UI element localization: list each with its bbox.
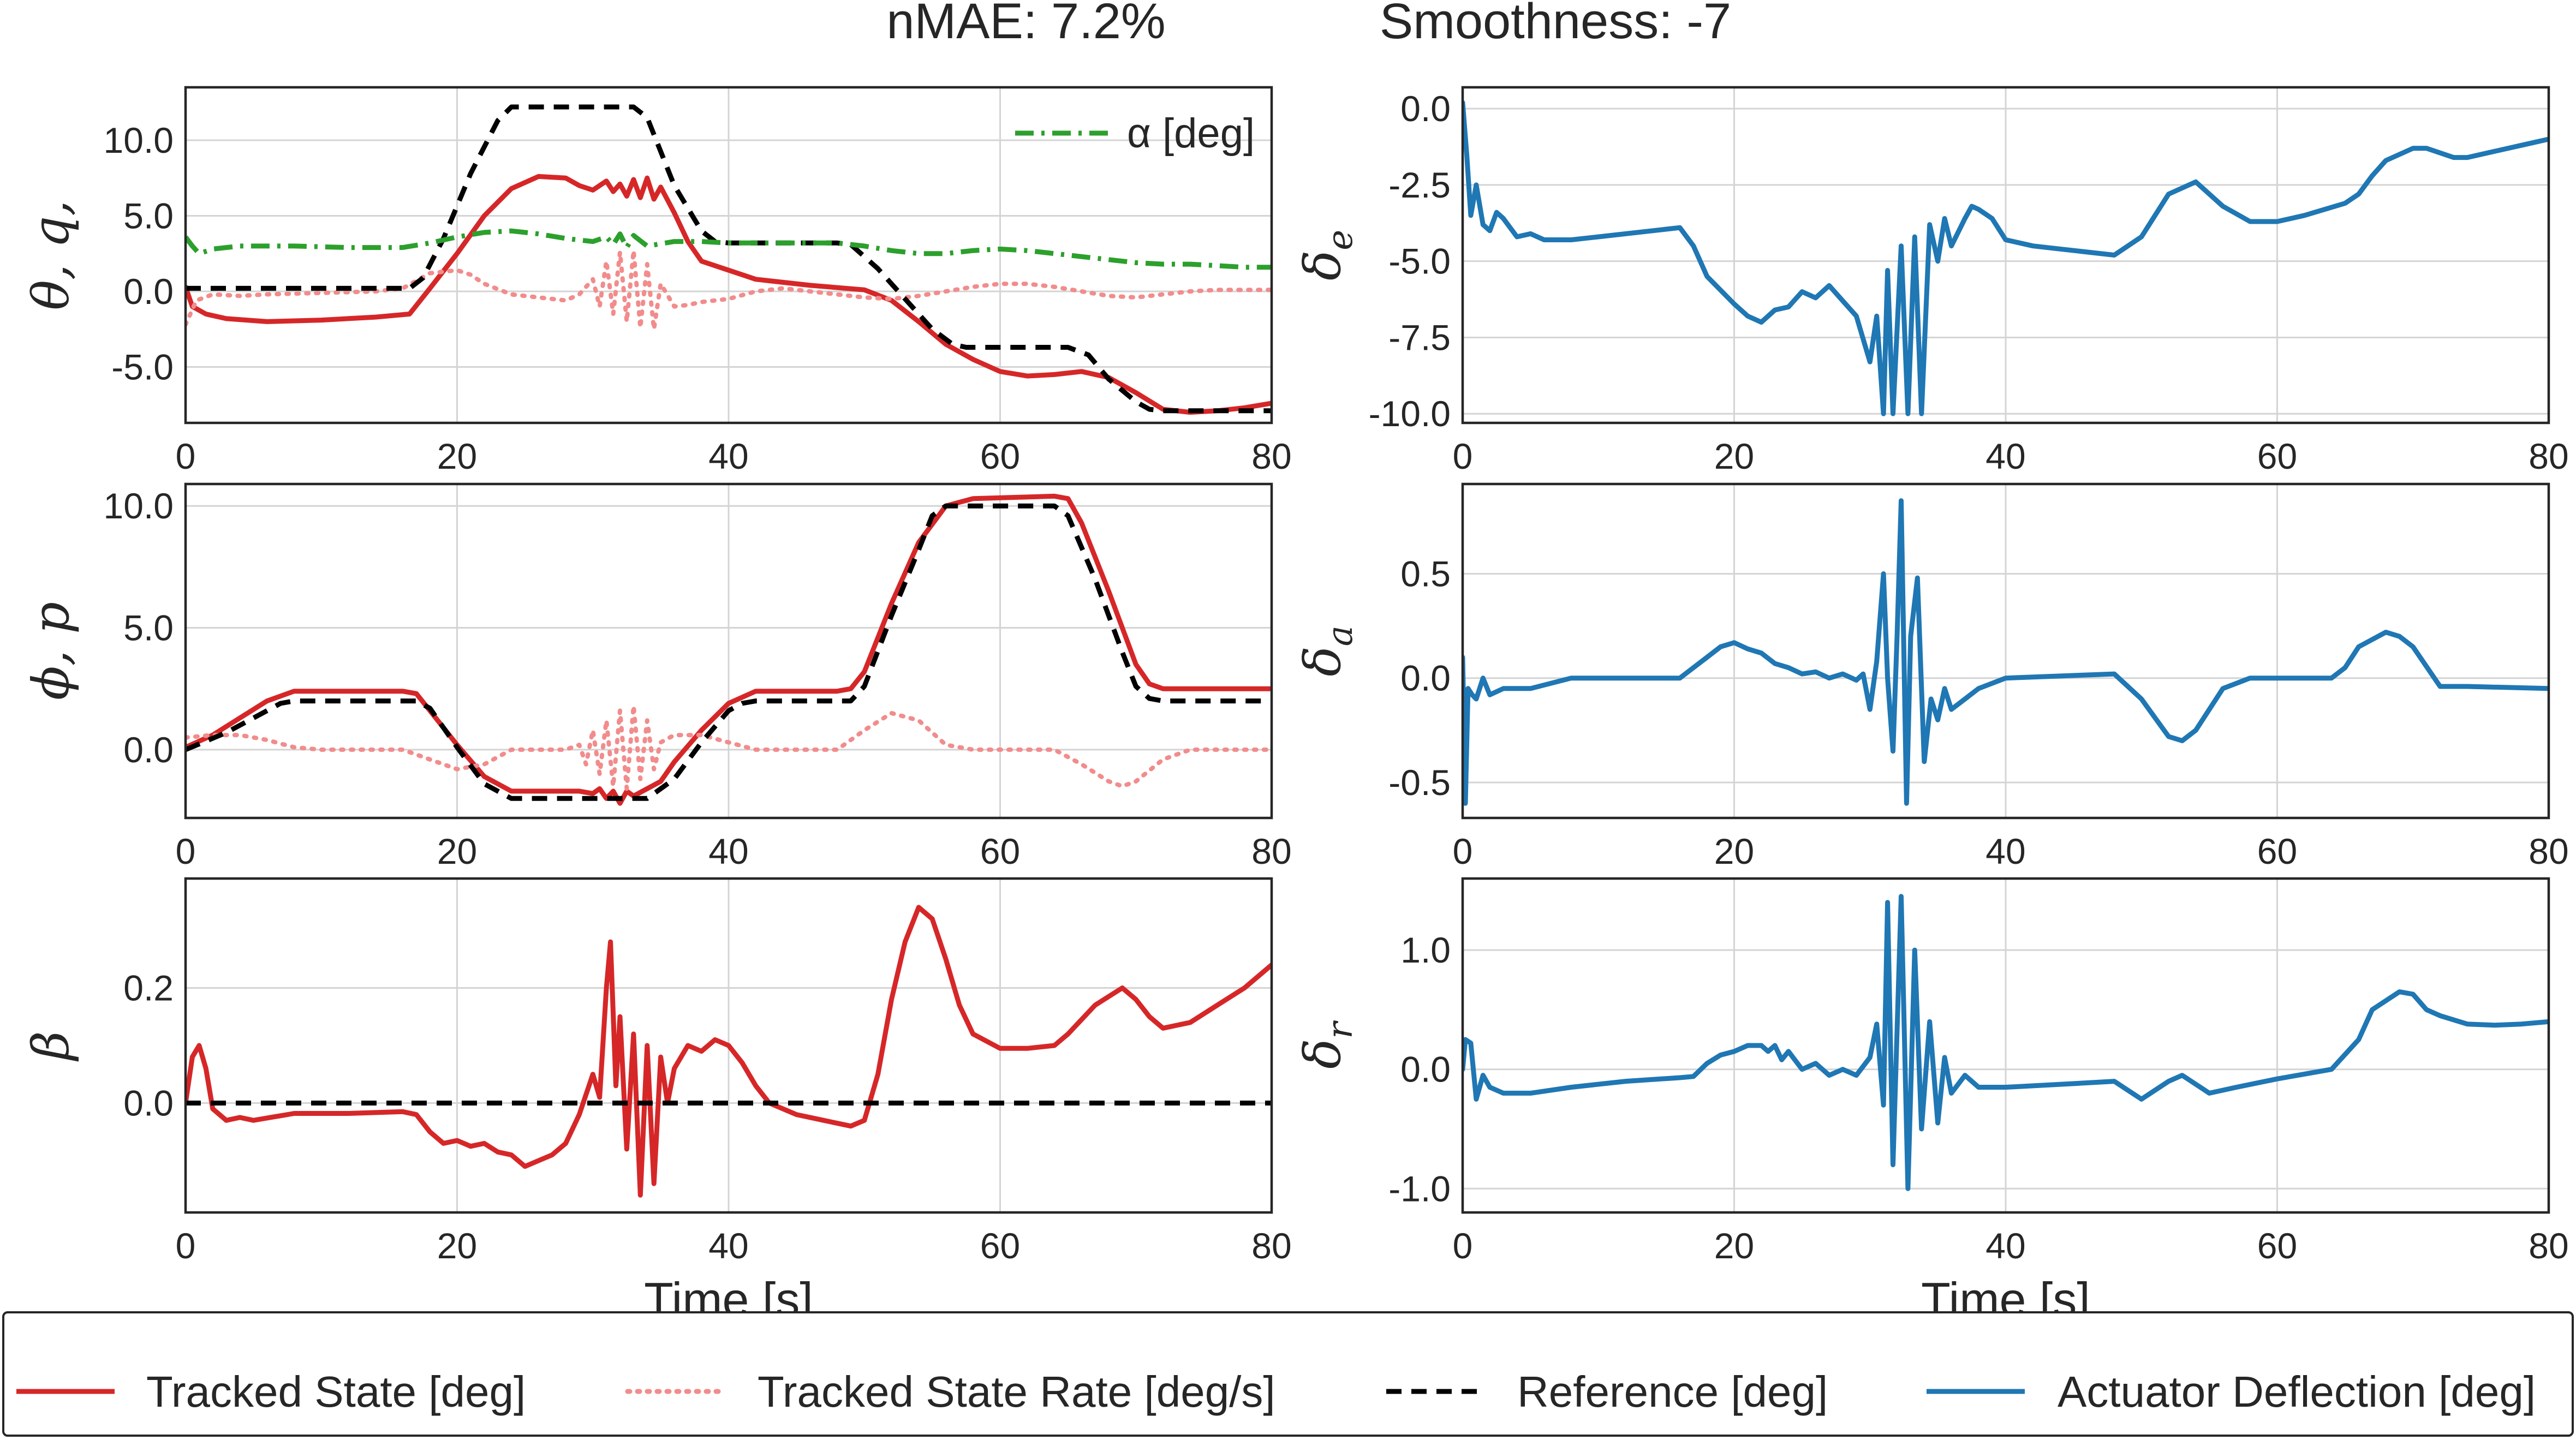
axes-frame: [184, 482, 1273, 820]
x-tick-label: 60: [980, 831, 1020, 871]
x-tick-label: 60: [2257, 1226, 2297, 1266]
y-tick-label: 5.0: [123, 608, 174, 648]
legend-frame: [2, 1311, 2574, 1437]
theta-series-group: [186, 104, 1272, 415]
series-line-rate: [186, 248, 1272, 332]
series-line-tracked: [186, 174, 1272, 415]
y-axis-label-subscript: r: [1320, 1020, 1361, 1039]
y-tick-label: -5.0: [1388, 241, 1451, 282]
y-tick-label: -1.0: [1388, 1168, 1451, 1209]
axes-frame: [1461, 877, 2550, 1214]
x-tick-label: 40: [708, 1226, 748, 1266]
series-line-actuator: [1463, 894, 2549, 1191]
y-axis-label: θ, q,: [22, 200, 80, 310]
x-tick-label: 60: [2257, 436, 2297, 476]
delta_r-series-group: [1463, 894, 2549, 1191]
x-tick-label: 60: [2257, 831, 2297, 871]
phi-series-group: [186, 493, 1272, 806]
y-tick-label: 0.0: [1400, 1049, 1451, 1090]
subplot-delta_a: 0 20 40 60 800.50.0-0.5δa: [1293, 482, 2569, 871]
x-tick-label: 40: [1985, 1226, 2025, 1266]
legend-label-actuator: Actuator Deflection [deg]: [2058, 1367, 2536, 1416]
x-tick-label: 80: [2529, 436, 2568, 476]
y-tick-label: 0.0: [123, 730, 174, 770]
y-tick-label: -2.5: [1388, 165, 1451, 205]
x-tick-label: 60: [980, 436, 1020, 476]
axes-frame: [1461, 86, 2550, 425]
x-tick-label: 0: [176, 831, 196, 871]
series-line-rate: [186, 703, 1272, 791]
y-tick-label: 0.0: [123, 1083, 174, 1124]
delta_a-series-group: [1463, 498, 2549, 806]
legend-label-reference: Reference [deg]: [1517, 1367, 1828, 1416]
x-tick-label: 20: [1714, 1226, 1754, 1266]
x-tick-label: 40: [1985, 436, 2025, 476]
delta_e-series-group: [1463, 100, 2549, 416]
x-tick-label: 80: [1251, 1226, 1291, 1266]
y-tick-label: 10.0: [104, 120, 174, 160]
y-tick-label: 10.0: [104, 486, 174, 526]
y-tick-label: 0.0: [123, 271, 174, 312]
subplot-delta_e: 0 20 40 60 800.0-2.5-5.0-7.5-10.0δe: [1293, 86, 2569, 476]
figure-legend: Tracked State [deg] Tracked State Rate […: [2, 1311, 2574, 1437]
x-tick-label: 20: [1714, 436, 1754, 476]
title-smoothness: Smoothness: -7: [1380, 0, 1731, 49]
beta-series-group: [186, 905, 1272, 1198]
x-tick-label: 40: [708, 436, 748, 476]
x-tick-label: 80: [2529, 1226, 2568, 1266]
series-line-actuator: [1463, 100, 2549, 416]
y-tick-label: 0.2: [123, 967, 174, 1008]
y-tick-label: -0.5: [1388, 762, 1451, 803]
x-tick-label: 80: [1251, 436, 1291, 476]
x-tick-label: 20: [437, 1226, 477, 1266]
y-tick-label: -10.0: [1369, 393, 1451, 434]
x-tick-label: 20: [437, 436, 477, 476]
x-tick-label: 0: [176, 1226, 196, 1266]
x-tick-label: 40: [1985, 831, 2025, 871]
y-tick-label: 5.0: [123, 195, 174, 236]
legend-label-tracked: Tracked State [deg]: [146, 1367, 526, 1416]
x-tick-label: 40: [708, 831, 748, 871]
inner-legend-label-alpha: α [deg]: [1127, 110, 1255, 157]
series-line-actuator: [1463, 498, 2549, 806]
series-line-tracked: [186, 493, 1272, 806]
y-axis-label: ϕ, p: [22, 602, 80, 700]
series-line-alpha: [186, 228, 1272, 270]
axes-frame: [1461, 482, 2550, 820]
series-line-reference: [186, 503, 1272, 801]
x-tick-label: 80: [1251, 831, 1291, 871]
legend-label-rate: Tracked State Rate [deg/s]: [758, 1367, 1275, 1416]
title-nmae: nMAE: 7.2%: [886, 0, 1165, 49]
axes-frame: [184, 877, 1273, 1214]
y-axis-label-subscript: a: [1320, 625, 1361, 646]
y-tick-label: 0.5: [1400, 553, 1451, 594]
y-tick-label: 0.0: [1400, 658, 1451, 698]
x-tick-label: 0: [1453, 831, 1473, 871]
x-tick-label: 60: [980, 1226, 1020, 1266]
y-tick-label: -5.0: [111, 347, 174, 387]
x-tick-label: 20: [437, 831, 477, 871]
axes-frame: [184, 86, 1273, 425]
y-axis-label: δr: [1293, 1020, 1361, 1069]
x-tick-label: 0: [176, 436, 196, 476]
x-tick-label: 20: [1714, 831, 1754, 871]
y-tick-label: 1.0: [1400, 930, 1451, 970]
x-tick-label: 0: [1453, 1226, 1473, 1266]
y-tick-label: 0.0: [1400, 88, 1451, 129]
subplot-phi: 0 20 40 60 80 10.0 5.0 0.0 ϕ, p: [22, 482, 1292, 871]
series-line-tracked: [186, 905, 1272, 1198]
y-axis-label: β: [22, 1031, 80, 1061]
subplot-theta: 0 20 40 60 80 10.0 5.0 0.0 -5.0 θ, q, α [deg]: [22, 86, 1292, 476]
x-tick-label: 80: [2529, 831, 2568, 871]
x-tick-label: 0: [1453, 436, 1473, 476]
y-tick-label: -7.5: [1388, 317, 1451, 357]
y-axis-label-subscript: e: [1320, 230, 1361, 250]
